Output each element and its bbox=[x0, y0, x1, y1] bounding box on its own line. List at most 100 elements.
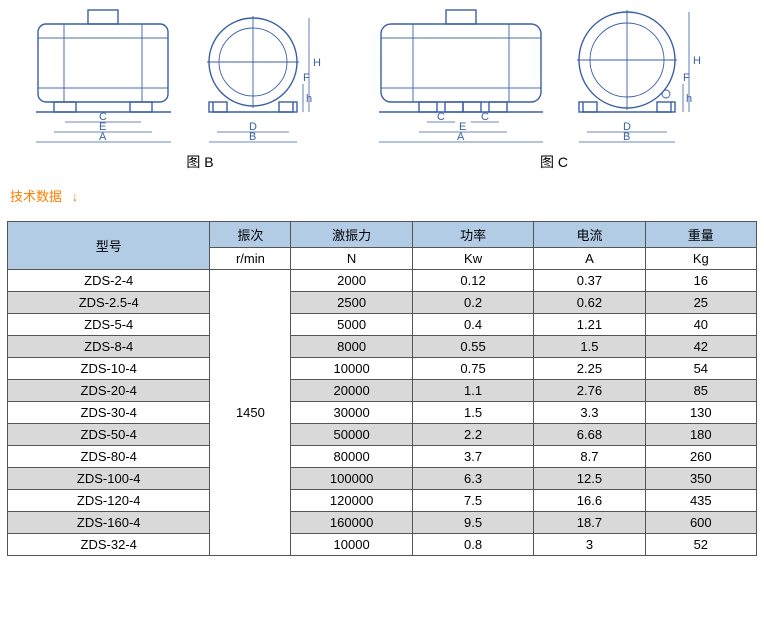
table-row: ZDS-10-4100000.752.2554 bbox=[8, 358, 757, 380]
cell-model: ZDS-2-4 bbox=[8, 270, 210, 292]
cell-model: ZDS-8-4 bbox=[8, 336, 210, 358]
cell-power: 9.5 bbox=[412, 512, 533, 534]
cell-weight: 42 bbox=[645, 336, 756, 358]
table-row: ZDS-30-4300001.53.3130 bbox=[8, 402, 757, 424]
diagram-label-c: 图 C bbox=[374, 152, 734, 172]
cell-power: 6.3 bbox=[412, 468, 533, 490]
col-force: 激振力 bbox=[291, 222, 412, 248]
cell-force: 10000 bbox=[291, 358, 412, 380]
svg-text:h: h bbox=[306, 93, 312, 105]
spec-table: 型号 振次 激振力 功率 电流 重量 r/min N Kw A Kg ZDS-2… bbox=[7, 221, 757, 556]
cell-power: 2.2 bbox=[412, 424, 533, 446]
svg-text:A: A bbox=[99, 131, 107, 143]
diagram-labels: 图 B 图 C bbox=[6, 152, 758, 172]
svg-text:h: h bbox=[686, 93, 692, 105]
cell-current: 3 bbox=[534, 534, 645, 556]
cell-force: 5000 bbox=[291, 314, 412, 336]
diagram-c-side: C C E A bbox=[361, 6, 561, 146]
table-row: ZDS-2.5-425000.20.6225 bbox=[8, 292, 757, 314]
cell-power: 7.5 bbox=[412, 490, 533, 512]
diagram-group-b: C E A D B H h F bbox=[16, 6, 341, 146]
svg-text:C: C bbox=[481, 111, 489, 123]
cell-power: 0.4 bbox=[412, 314, 533, 336]
cell-weight: 16 bbox=[645, 270, 756, 292]
cell-force: 80000 bbox=[291, 446, 412, 468]
cell-freq: 1450 bbox=[210, 270, 291, 556]
svg-text:F: F bbox=[683, 72, 690, 84]
cell-current: 16.6 bbox=[534, 490, 645, 512]
table-body: ZDS-2-4145020000.120.3716ZDS-2.5-425000.… bbox=[8, 270, 757, 556]
unit-current: A bbox=[534, 248, 645, 270]
table-header-row-1: 型号 振次 激振力 功率 电流 重量 bbox=[8, 222, 757, 248]
cell-current: 2.25 bbox=[534, 358, 645, 380]
cell-model: ZDS-30-4 bbox=[8, 402, 210, 424]
diagram-b-side: C E A bbox=[16, 6, 191, 146]
unit-freq: r/min bbox=[210, 248, 291, 270]
cell-power: 1.5 bbox=[412, 402, 533, 424]
cell-current: 0.37 bbox=[534, 270, 645, 292]
table-row: ZDS-100-4 1000006.312.5350 bbox=[8, 468, 757, 490]
cell-power: 0.8 bbox=[412, 534, 533, 556]
cell-power: 0.12 bbox=[412, 270, 533, 292]
svg-text:C: C bbox=[437, 111, 445, 123]
cell-weight: 85 bbox=[645, 380, 756, 402]
cell-model: ZDS-5-4 bbox=[8, 314, 210, 336]
svg-text:B: B bbox=[623, 131, 630, 143]
col-model: 型号 bbox=[8, 222, 210, 270]
diagram-b-end: D B H h F bbox=[191, 6, 341, 146]
cell-force: 30000 bbox=[291, 402, 412, 424]
cell-weight: 350 bbox=[645, 468, 756, 490]
cell-power: 3.7 bbox=[412, 446, 533, 468]
unit-power: Kw bbox=[412, 248, 533, 270]
table-row: ZDS-20-4200001.12.7685 bbox=[8, 380, 757, 402]
col-freq: 振次 bbox=[210, 222, 291, 248]
cell-force: 100000 bbox=[291, 468, 412, 490]
section-arrow-icon: ↓ bbox=[72, 189, 79, 204]
section-title-text: 技术数据 bbox=[10, 189, 62, 204]
diagram-row: C E A D B H h F bbox=[6, 6, 758, 146]
table-row: ZDS-8-4 80000.551.542 bbox=[8, 336, 757, 358]
cell-model: ZDS-120-4 bbox=[8, 490, 210, 512]
cell-current: 2.76 bbox=[534, 380, 645, 402]
svg-text:B: B bbox=[249, 131, 256, 143]
cell-force: 50000 bbox=[291, 424, 412, 446]
cell-force: 8000 bbox=[291, 336, 412, 358]
table-row: ZDS-80-4800003.78.7260 bbox=[8, 446, 757, 468]
cell-weight: 435 bbox=[645, 490, 756, 512]
cell-power: 0.55 bbox=[412, 336, 533, 358]
cell-weight: 40 bbox=[645, 314, 756, 336]
table-row: ZDS-5-450000.41.2140 bbox=[8, 314, 757, 336]
table-row: ZDS-50-4500002.26.68180 bbox=[8, 424, 757, 446]
unit-force: N bbox=[291, 248, 412, 270]
cell-model: ZDS-2.5-4 bbox=[8, 292, 210, 314]
cell-power: 1.1 bbox=[412, 380, 533, 402]
table-row: ZDS-2-4145020000.120.3716 bbox=[8, 270, 757, 292]
cell-weight: 260 bbox=[645, 446, 756, 468]
diagram-label-b: 图 B bbox=[30, 152, 370, 172]
cell-weight: 52 bbox=[645, 534, 756, 556]
cell-model: ZDS-100-4 bbox=[8, 468, 210, 490]
col-current: 电流 bbox=[534, 222, 645, 248]
section-title: 技术数据 ↓ bbox=[10, 186, 758, 205]
cell-force: 10000 bbox=[291, 534, 412, 556]
cell-current: 12.5 bbox=[534, 468, 645, 490]
unit-weight: Kg bbox=[645, 248, 756, 270]
col-weight: 重量 bbox=[645, 222, 756, 248]
cell-weight: 25 bbox=[645, 292, 756, 314]
cell-current: 0.62 bbox=[534, 292, 645, 314]
cell-model: ZDS-32-4 bbox=[8, 534, 210, 556]
svg-text:A: A bbox=[457, 131, 465, 143]
cell-power: 0.2 bbox=[412, 292, 533, 314]
cell-model: ZDS-20-4 bbox=[8, 380, 210, 402]
table-row: ZDS-120-4 1200007.516.6435 bbox=[8, 490, 757, 512]
svg-text:H: H bbox=[693, 55, 701, 67]
cell-power: 0.75 bbox=[412, 358, 533, 380]
table-row: ZDS-32-4 100000.8352 bbox=[8, 534, 757, 556]
svg-text:F: F bbox=[303, 72, 310, 84]
cell-force: 120000 bbox=[291, 490, 412, 512]
table-row: ZDS-160-41600009.518.7600 bbox=[8, 512, 757, 534]
cell-weight: 130 bbox=[645, 402, 756, 424]
cell-current: 18.7 bbox=[534, 512, 645, 534]
cell-current: 1.5 bbox=[534, 336, 645, 358]
cell-force: 160000 bbox=[291, 512, 412, 534]
